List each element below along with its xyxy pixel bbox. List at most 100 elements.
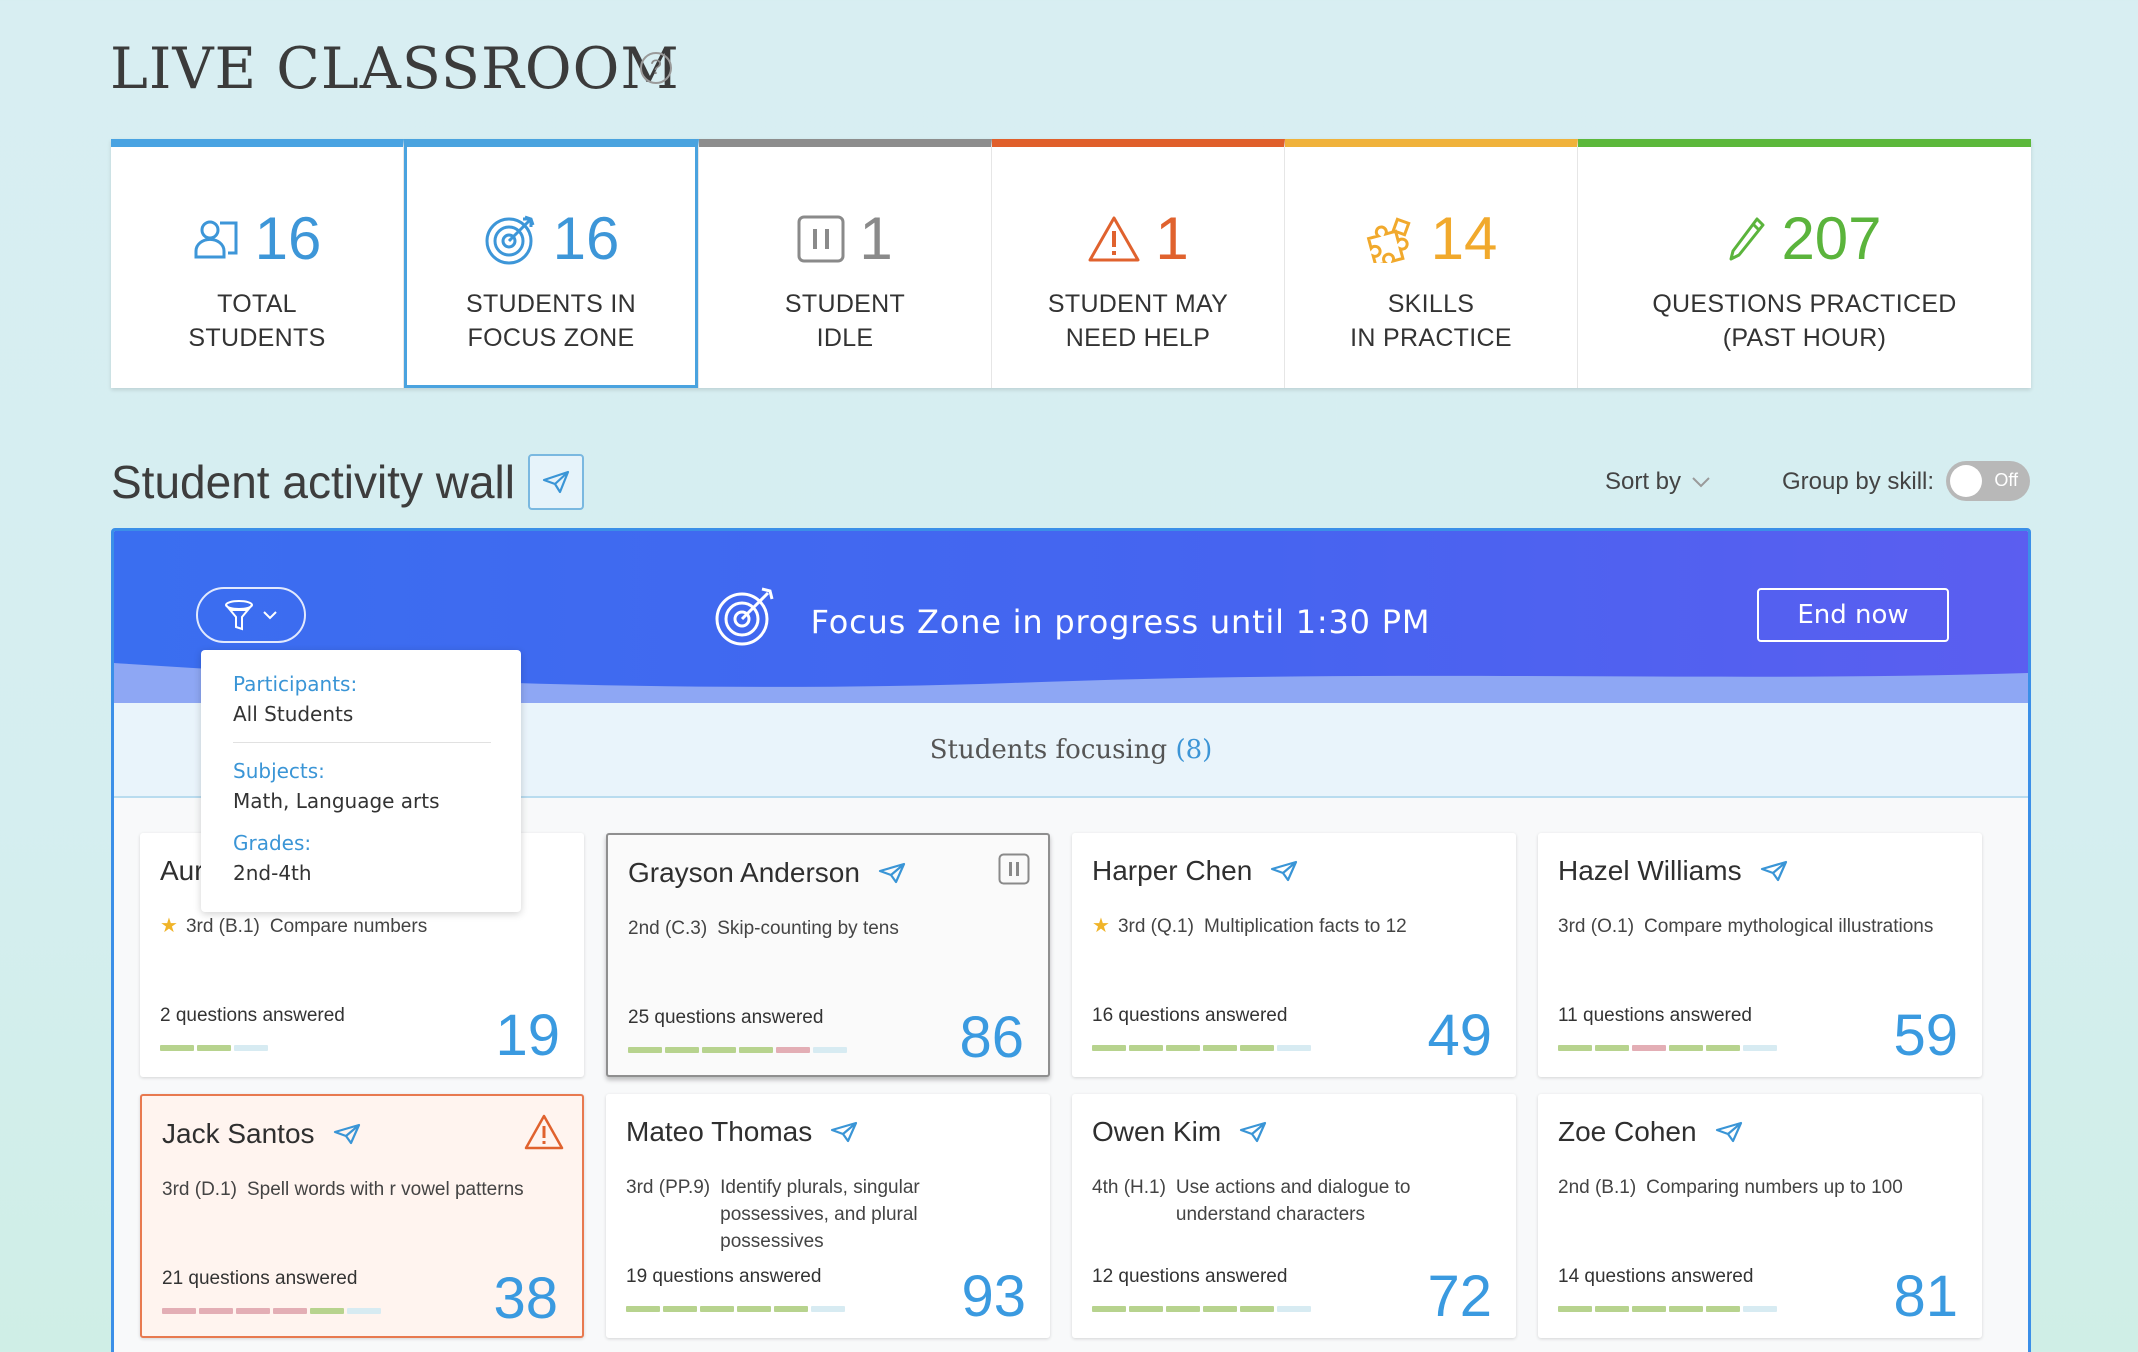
- skill-info: ★ 3rd (Q.1) Multiplication facts to 12: [1092, 913, 1492, 940]
- skill-name[interactable]: Compare mythological illustrations: [1644, 916, 1934, 937]
- student-name: Jack Santos: [162, 1118, 315, 1149]
- progress-segment: [1558, 1045, 1592, 1051]
- skill-info: 3rd (PP.9) Identify plurals, singular pos…: [626, 1174, 1026, 1255]
- focus-zone-status: Focus Zone in progress until 1:30 PM: [114, 587, 2028, 647]
- skill-code: 3rd (D.1): [162, 1179, 237, 1200]
- skill-info: 2nd (C.3) Skip-counting by tens: [628, 915, 1024, 942]
- progress-segment: [1092, 1045, 1126, 1051]
- progress-bars: [1092, 1306, 1311, 1312]
- student-card[interactable]: Jack Santos 3rd (D.1) Spell words with r v…: [140, 1094, 584, 1338]
- students-focusing-count: (8): [1175, 735, 1213, 765]
- stat-need-help[interactable]: 1 STUDENT MAY NEED HELP: [992, 139, 1285, 388]
- puzzle-icon: [1366, 217, 1411, 263]
- progress-segment: [1632, 1045, 1666, 1051]
- student-name: Hazel Williams: [1558, 855, 1742, 886]
- student-card[interactable]: Hazel Williams 3rd (O.1) Compare mythologi…: [1538, 833, 1982, 1077]
- progress-segment: [162, 1308, 196, 1314]
- stat-value: 16: [254, 205, 322, 272]
- progress-bars: [628, 1047, 847, 1053]
- smart-score: 59: [1893, 1003, 1958, 1068]
- smart-score: 38: [493, 1266, 558, 1331]
- banner-wave: [114, 663, 2028, 703]
- send-message-icon[interactable]: [1270, 860, 1298, 882]
- send-message-icon[interactable]: [1239, 1121, 1267, 1143]
- stat-value: 1: [859, 205, 893, 272]
- skill-name[interactable]: Skip-counting by tens: [717, 918, 899, 939]
- student-card[interactable]: Zoe Cohen 2nd (B.1) Comparing numbers up t…: [1538, 1094, 1982, 1338]
- skill-info: 3rd (D.1) Spell words with r vowel patter…: [162, 1176, 558, 1203]
- smart-score: 19: [495, 1003, 560, 1068]
- stat-value: 14: [1430, 205, 1498, 272]
- stat-total-students[interactable]: 16 TOTAL STUDENTS: [111, 139, 404, 388]
- smart-score: 86: [959, 1005, 1024, 1070]
- skill-info: 3rd (O.1) Compare mythological illustrati…: [1558, 913, 1958, 940]
- skill-name[interactable]: Use actions and dialogue to understand c…: [1175, 1177, 1411, 1225]
- skill-name[interactable]: Compare numbers: [269, 916, 428, 937]
- send-message-icon[interactable]: [878, 862, 906, 884]
- progress-segment: [1277, 1045, 1311, 1051]
- progress-segment: [1129, 1306, 1163, 1312]
- chevron-down-icon: [1692, 477, 1710, 488]
- stat-focus-zone[interactable]: 16 STUDENTS IN FOCUS ZONE: [404, 139, 699, 388]
- progress-segment: [1166, 1045, 1200, 1051]
- student-name: Harper Chen: [1092, 855, 1253, 886]
- sort-by-dropdown[interactable]: Sort by: [1605, 468, 1711, 496]
- skill-code: 3rd (B.1): [185, 916, 260, 937]
- student-card[interactable]: Owen Kim 4th (H.1) Use actions and dialogu…: [1072, 1094, 1516, 1338]
- send-message-icon[interactable]: [1760, 860, 1788, 882]
- pause-icon: [797, 215, 845, 263]
- help-icon[interactable]: ?: [640, 52, 672, 84]
- student-name-row: Jack Santos: [162, 1118, 361, 1150]
- progress-segment: [1203, 1045, 1237, 1051]
- progress-segment: [665, 1047, 699, 1053]
- stat-label: STUDENT IDLE: [784, 290, 906, 352]
- smart-score: 72: [1427, 1264, 1492, 1329]
- end-now-button[interactable]: End now: [1757, 588, 1949, 642]
- star-icon: ★: [1092, 915, 1110, 937]
- progress-segment: [1743, 1306, 1777, 1312]
- send-message-all-button[interactable]: [528, 454, 584, 510]
- progress-segment: [1669, 1045, 1703, 1051]
- progress-segment: [776, 1047, 810, 1053]
- participants-value: All Students: [233, 702, 354, 726]
- stat-questions-practiced[interactable]: 207 QUESTIONS PRACTICED (PAST HOUR): [1578, 139, 2031, 388]
- warning-icon: [1088, 216, 1140, 262]
- send-message-icon[interactable]: [333, 1123, 361, 1145]
- progress-segment: [1240, 1306, 1274, 1312]
- stat-skills-in-practice[interactable]: 14 SKILLS IN PRACTICE: [1285, 139, 1578, 388]
- students-icon: [194, 220, 238, 259]
- send-message-icon[interactable]: [830, 1121, 858, 1143]
- skill-name[interactable]: Multiplication facts to 12: [1203, 916, 1407, 937]
- student-card[interactable]: Mateo Thomas 3rd (PP.9) Identify plurals, …: [606, 1094, 1050, 1338]
- progress-bars: [626, 1306, 845, 1312]
- student-name-row: Harper Chen: [1092, 855, 1298, 887]
- stat-value: 16: [552, 205, 620, 272]
- student-card[interactable]: Harper Chen ★ 3rd (Q.1) Multiplication fact…: [1072, 833, 1516, 1077]
- skill-code: 2nd (B.1): [1558, 1177, 1637, 1198]
- send-message-icon[interactable]: [1715, 1121, 1743, 1143]
- filter-popover: Participants: All Students Subjects: Mat…: [201, 650, 521, 912]
- target-icon: [485, 215, 535, 265]
- skill-name[interactable]: Identify plurals, singular possessives, …: [720, 1177, 920, 1252]
- student-name: Owen Kim: [1092, 1116, 1222, 1147]
- progress-segment: [1632, 1306, 1666, 1312]
- questions-answered: 16 questions answered: [1092, 1005, 1288, 1026]
- progress-segment: [1558, 1306, 1592, 1312]
- progress-bars: [162, 1308, 381, 1314]
- progress-segment: [811, 1306, 845, 1312]
- progress-bars: [1558, 1306, 1777, 1312]
- group-by-skill-toggle[interactable]: Off: [1946, 461, 2030, 501]
- student-name-row: Owen Kim: [1092, 1116, 1267, 1148]
- skill-code: 2nd (C.3): [628, 918, 708, 939]
- stat-student-idle[interactable]: 1 STUDENT IDLE: [699, 139, 992, 388]
- progress-segment: [1129, 1045, 1163, 1051]
- questions-answered: 11 questions answered: [1558, 1005, 1752, 1026]
- progress-segment: [813, 1047, 847, 1053]
- progress-segment: [774, 1306, 808, 1312]
- skill-name[interactable]: Spell words with r vowel patterns: [246, 1179, 524, 1200]
- filter-button[interactable]: [196, 587, 306, 643]
- grades-label: Grades:: [233, 831, 312, 855]
- skill-name[interactable]: Comparing numbers up to 100: [1646, 1177, 1903, 1198]
- student-name-row: Zoe Cohen: [1558, 1116, 1743, 1148]
- student-card[interactable]: Grayson Anderson 2nd (C.3) Skip-counting b…: [606, 833, 1050, 1077]
